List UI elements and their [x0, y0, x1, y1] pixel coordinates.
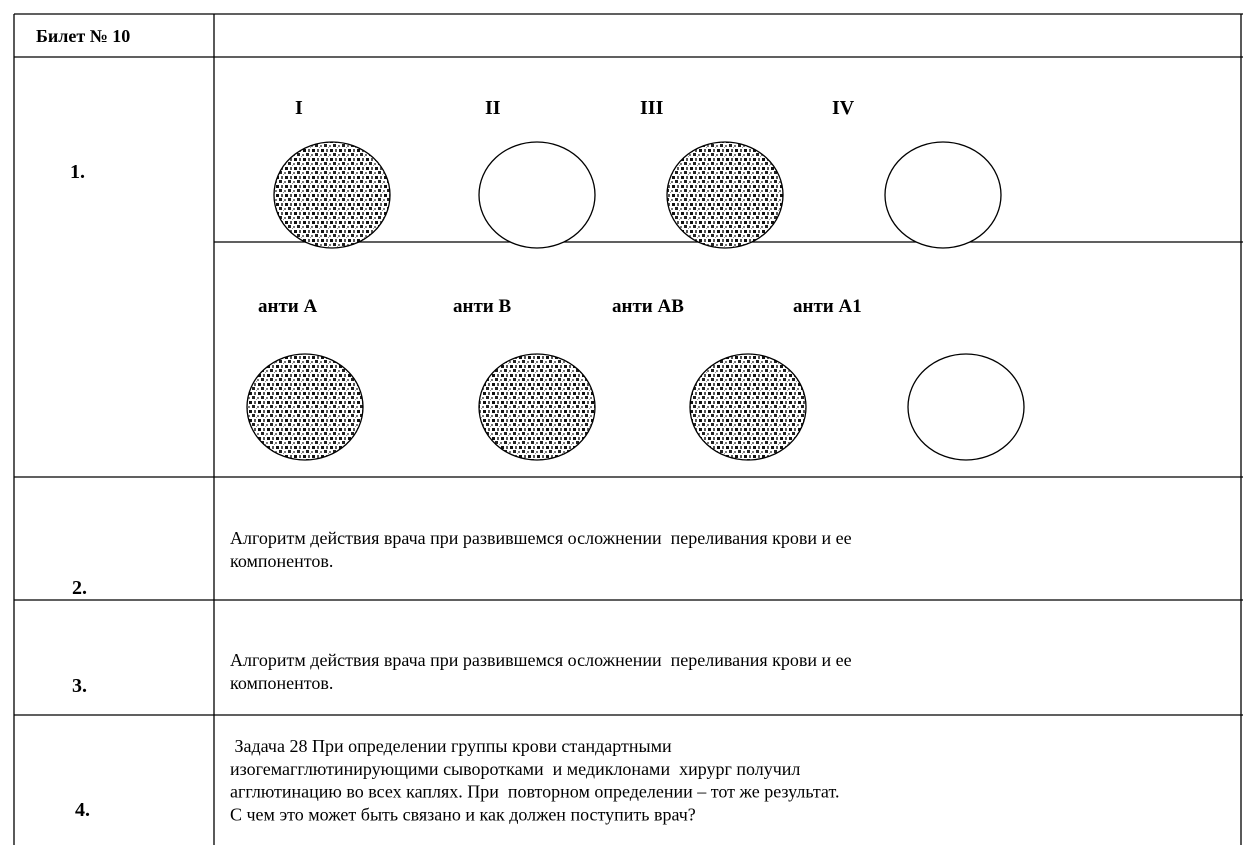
reaction-drop	[666, 141, 784, 249]
reaction-drop	[478, 141, 596, 249]
group-label: III	[640, 97, 664, 119]
ticket-title: Билет № 10	[36, 26, 130, 46]
reagent-label: анти В	[453, 296, 511, 317]
question-text: С чем это может быть связано и как долже…	[230, 804, 696, 824]
question-text: компонентов.	[230, 551, 333, 571]
reaction-drop	[273, 141, 391, 249]
question-text: Алгоритм действия врача при развившемся …	[230, 650, 852, 670]
reaction-drop	[246, 353, 364, 461]
row-number: 4.	[75, 799, 90, 821]
group-label: IV	[832, 97, 855, 119]
reaction-drop	[478, 353, 596, 461]
reaction-drop	[884, 141, 1002, 249]
reagent-label: анти АВ	[612, 296, 684, 317]
row-number: 1.	[70, 161, 85, 183]
question-text: агглютинацию во всех каплях. При повторн…	[230, 782, 839, 802]
question-text: компонентов.	[230, 673, 333, 693]
reagent-label: анти А1	[793, 296, 862, 317]
group-label: I	[295, 97, 303, 119]
row-number: 2.	[72, 577, 87, 599]
reagent-label: анти А	[258, 296, 317, 317]
reaction-drop	[689, 353, 807, 461]
reaction-drop	[907, 353, 1025, 461]
question-text: изогемагглютинирующими сыворотками и мед…	[230, 759, 800, 779]
group-label: II	[485, 97, 501, 119]
question-text: Алгоритм действия врача при развившемся …	[230, 528, 852, 548]
row-number: 3.	[72, 675, 87, 697]
question-text: Задача 28 При определении группы крови с…	[230, 736, 672, 756]
